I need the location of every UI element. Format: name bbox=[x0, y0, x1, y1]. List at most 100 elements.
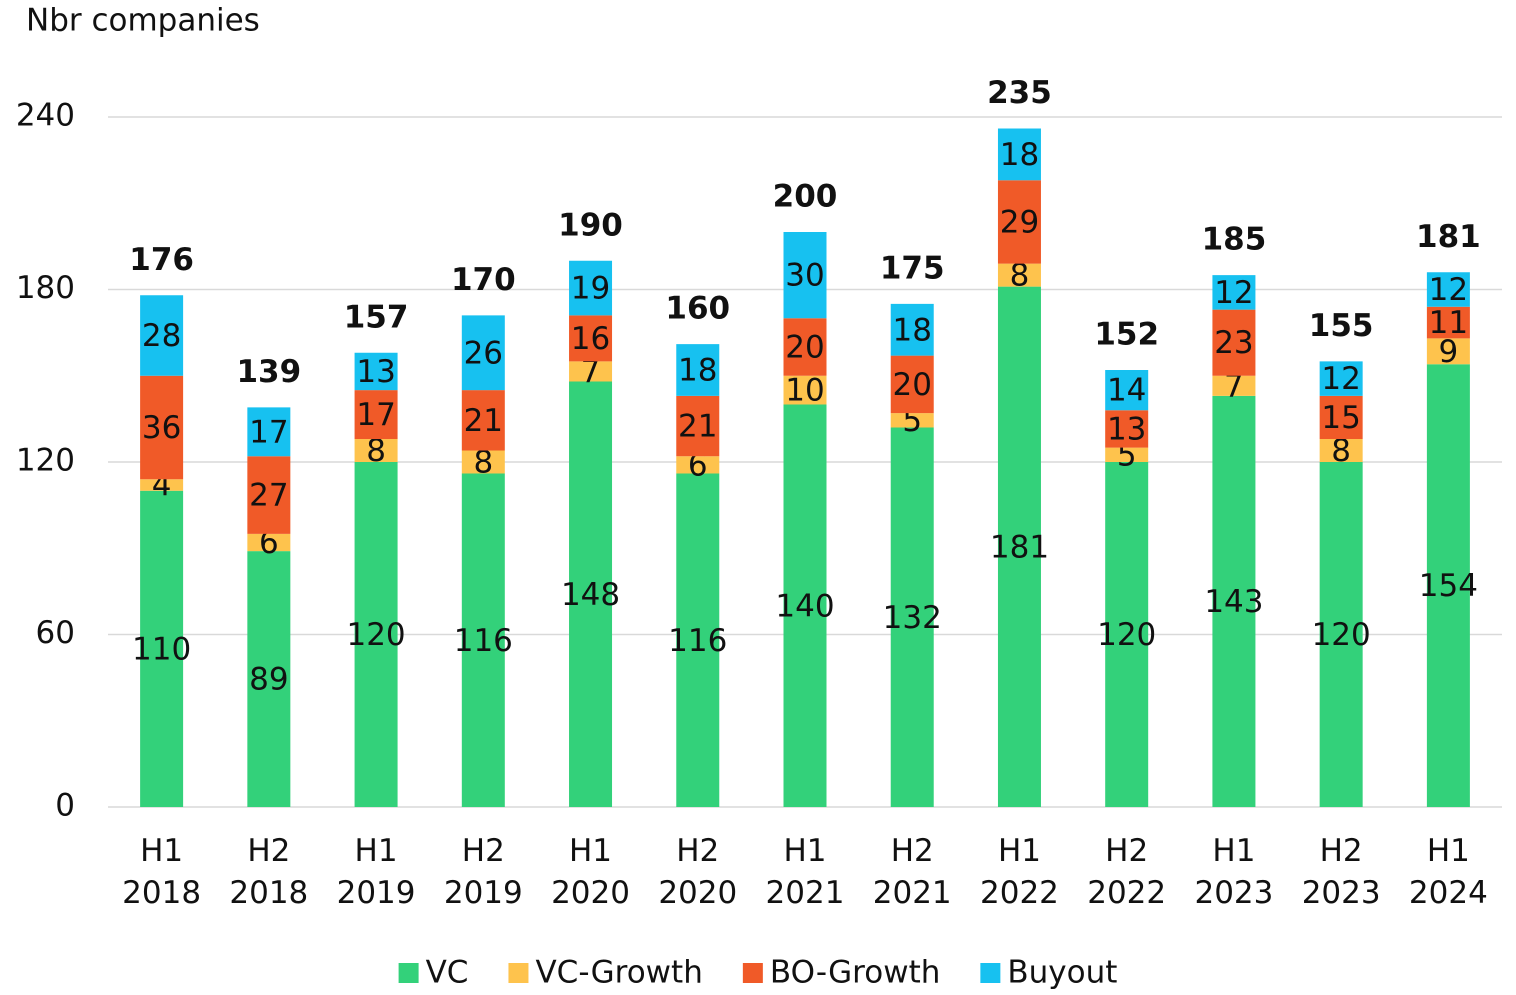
value-label: 89 bbox=[249, 662, 288, 698]
bar-segment bbox=[1319, 462, 1363, 807]
bar-segment bbox=[1426, 364, 1470, 807]
value-label: 21 bbox=[464, 403, 503, 439]
value-label: 7 bbox=[1224, 368, 1244, 404]
x-tick-label: H2 2019 bbox=[444, 833, 523, 911]
bar-segment bbox=[783, 318, 827, 376]
y-tick-label: 60 bbox=[36, 615, 75, 651]
bar-segment bbox=[783, 404, 827, 807]
x-tick-label: H2 2020 bbox=[658, 833, 737, 911]
value-label: 132 bbox=[883, 600, 942, 636]
value-label: 8 bbox=[473, 445, 493, 481]
total-label: 157 bbox=[344, 299, 409, 335]
x-tick-label: H2 2022 bbox=[1087, 833, 1166, 911]
bar-segment bbox=[247, 456, 291, 534]
total-label: 152 bbox=[1094, 317, 1159, 353]
bar-segment bbox=[676, 344, 720, 396]
value-label: 8 bbox=[1010, 258, 1030, 294]
bar-segment bbox=[461, 473, 505, 807]
value-label: 30 bbox=[785, 258, 824, 294]
bar-segment bbox=[1319, 395, 1363, 439]
value-label: 21 bbox=[678, 409, 717, 445]
x-tick-label: H2 2021 bbox=[873, 833, 952, 911]
value-label: 120 bbox=[1097, 617, 1156, 653]
bar-segment bbox=[676, 473, 720, 807]
value-label: 14 bbox=[1107, 373, 1146, 409]
bar-segment bbox=[997, 286, 1041, 807]
value-label: 17 bbox=[356, 397, 395, 433]
bar-segment bbox=[247, 407, 291, 457]
bar-segment bbox=[140, 375, 184, 480]
value-label: 181 bbox=[990, 529, 1049, 565]
bar-segment bbox=[354, 352, 398, 391]
y-tick-label: 240 bbox=[16, 98, 75, 134]
value-label: 17 bbox=[249, 414, 288, 450]
bar-segment bbox=[247, 533, 291, 552]
value-label: 13 bbox=[356, 354, 395, 390]
x-tick-label: H1 2020 bbox=[551, 833, 630, 911]
total-label: 155 bbox=[1309, 308, 1374, 344]
bar-segment bbox=[997, 263, 1041, 287]
legend: VC VC-Growth BO-Growth Buyout bbox=[398, 955, 1117, 991]
bar-segment bbox=[1212, 309, 1256, 376]
bar-segment bbox=[1105, 462, 1149, 807]
bar-segment bbox=[140, 479, 184, 491]
value-label: 27 bbox=[249, 478, 288, 514]
bar-segment bbox=[140, 490, 184, 807]
value-label: 116 bbox=[454, 623, 513, 659]
bar-segment bbox=[1426, 338, 1470, 365]
value-label: 8 bbox=[1331, 433, 1351, 469]
bar-segment bbox=[1212, 275, 1256, 310]
value-label: 148 bbox=[561, 577, 620, 613]
value-label: 116 bbox=[668, 623, 727, 659]
value-label: 143 bbox=[1204, 584, 1263, 620]
value-label: 19 bbox=[571, 271, 610, 307]
total-label: 235 bbox=[987, 75, 1052, 111]
bar-segment bbox=[1319, 439, 1363, 462]
bar-segment bbox=[1319, 361, 1363, 396]
value-label: 18 bbox=[893, 312, 932, 348]
bar-segment bbox=[890, 303, 934, 356]
value-label: 20 bbox=[893, 367, 932, 403]
bar-segment bbox=[1212, 395, 1256, 807]
value-label: 11 bbox=[1429, 305, 1468, 341]
value-label: 26 bbox=[464, 335, 503, 371]
bar-segment bbox=[783, 232, 827, 319]
y-tick-label: 0 bbox=[55, 788, 75, 824]
value-label: 28 bbox=[142, 318, 181, 354]
value-label: 12 bbox=[1321, 361, 1360, 397]
bar-segment bbox=[569, 315, 613, 362]
total-label: 175 bbox=[880, 250, 945, 286]
bar-segment bbox=[140, 295, 184, 376]
y-axis-label: Nbr companies bbox=[26, 3, 260, 39]
bar-segment bbox=[1105, 447, 1149, 462]
legend-swatch bbox=[742, 963, 763, 983]
x-tick-label: H1 2018 bbox=[122, 833, 201, 911]
value-label: 120 bbox=[1312, 617, 1371, 653]
value-label: 18 bbox=[678, 353, 717, 389]
x-tick-label: H1 2024 bbox=[1409, 833, 1488, 911]
value-label: 120 bbox=[346, 617, 405, 653]
value-label: 20 bbox=[785, 330, 824, 366]
x-tick-label: H1 2023 bbox=[1194, 833, 1273, 911]
bar-segment bbox=[890, 427, 934, 807]
bar-segment bbox=[1426, 306, 1470, 339]
bar-segment bbox=[461, 390, 505, 451]
bar-segment bbox=[783, 375, 827, 405]
bar-segment bbox=[1212, 375, 1256, 396]
bar-segment bbox=[569, 381, 613, 807]
x-tick-label: H1 2021 bbox=[766, 833, 845, 911]
bar-segment bbox=[569, 361, 613, 382]
y-tick-label: 180 bbox=[16, 270, 75, 306]
bar-segment bbox=[354, 390, 398, 439]
bar-segment bbox=[354, 462, 398, 807]
bar-segment bbox=[1105, 410, 1149, 448]
bar-segment bbox=[676, 456, 720, 474]
value-label: 15 bbox=[1321, 400, 1360, 436]
bar-segment bbox=[676, 395, 720, 457]
value-label: 12 bbox=[1429, 272, 1468, 308]
total-label: 176 bbox=[129, 242, 194, 278]
value-label: 12 bbox=[1214, 275, 1253, 311]
bar-segment bbox=[461, 450, 505, 474]
bar-segment bbox=[569, 260, 613, 316]
value-label: 140 bbox=[775, 588, 834, 624]
